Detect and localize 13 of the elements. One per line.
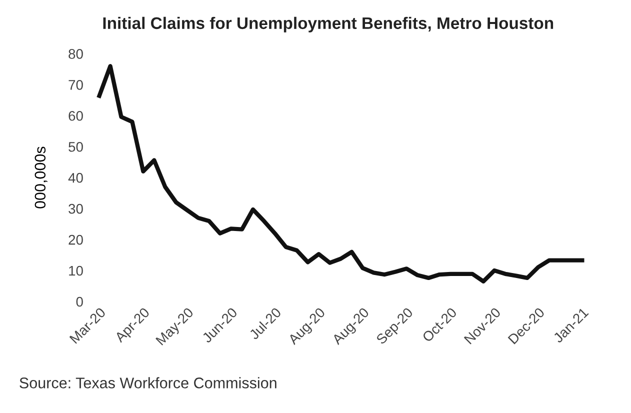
y-tick-label: 60	[68, 110, 83, 121]
chart-title: Initial Claims for Unemployment Benefits, Metro Houston	[103, 16, 554, 32]
y-tick-label: 0	[76, 296, 83, 307]
source-note: Source: Texas Workforce Commission	[20, 377, 276, 388]
y-tick-label: 20	[68, 234, 83, 245]
y-tick-label: 30	[68, 204, 83, 214]
y-tick-label: 10	[69, 266, 83, 276]
y-tick-label: 40	[68, 172, 83, 183]
y-tick-label: 80	[68, 49, 83, 59]
line-series	[97, 64, 584, 284]
y-tick-label: 50	[68, 142, 83, 152]
y-axis-title: 000,000s	[34, 146, 48, 208]
y-tick-label: 70	[68, 80, 83, 90]
